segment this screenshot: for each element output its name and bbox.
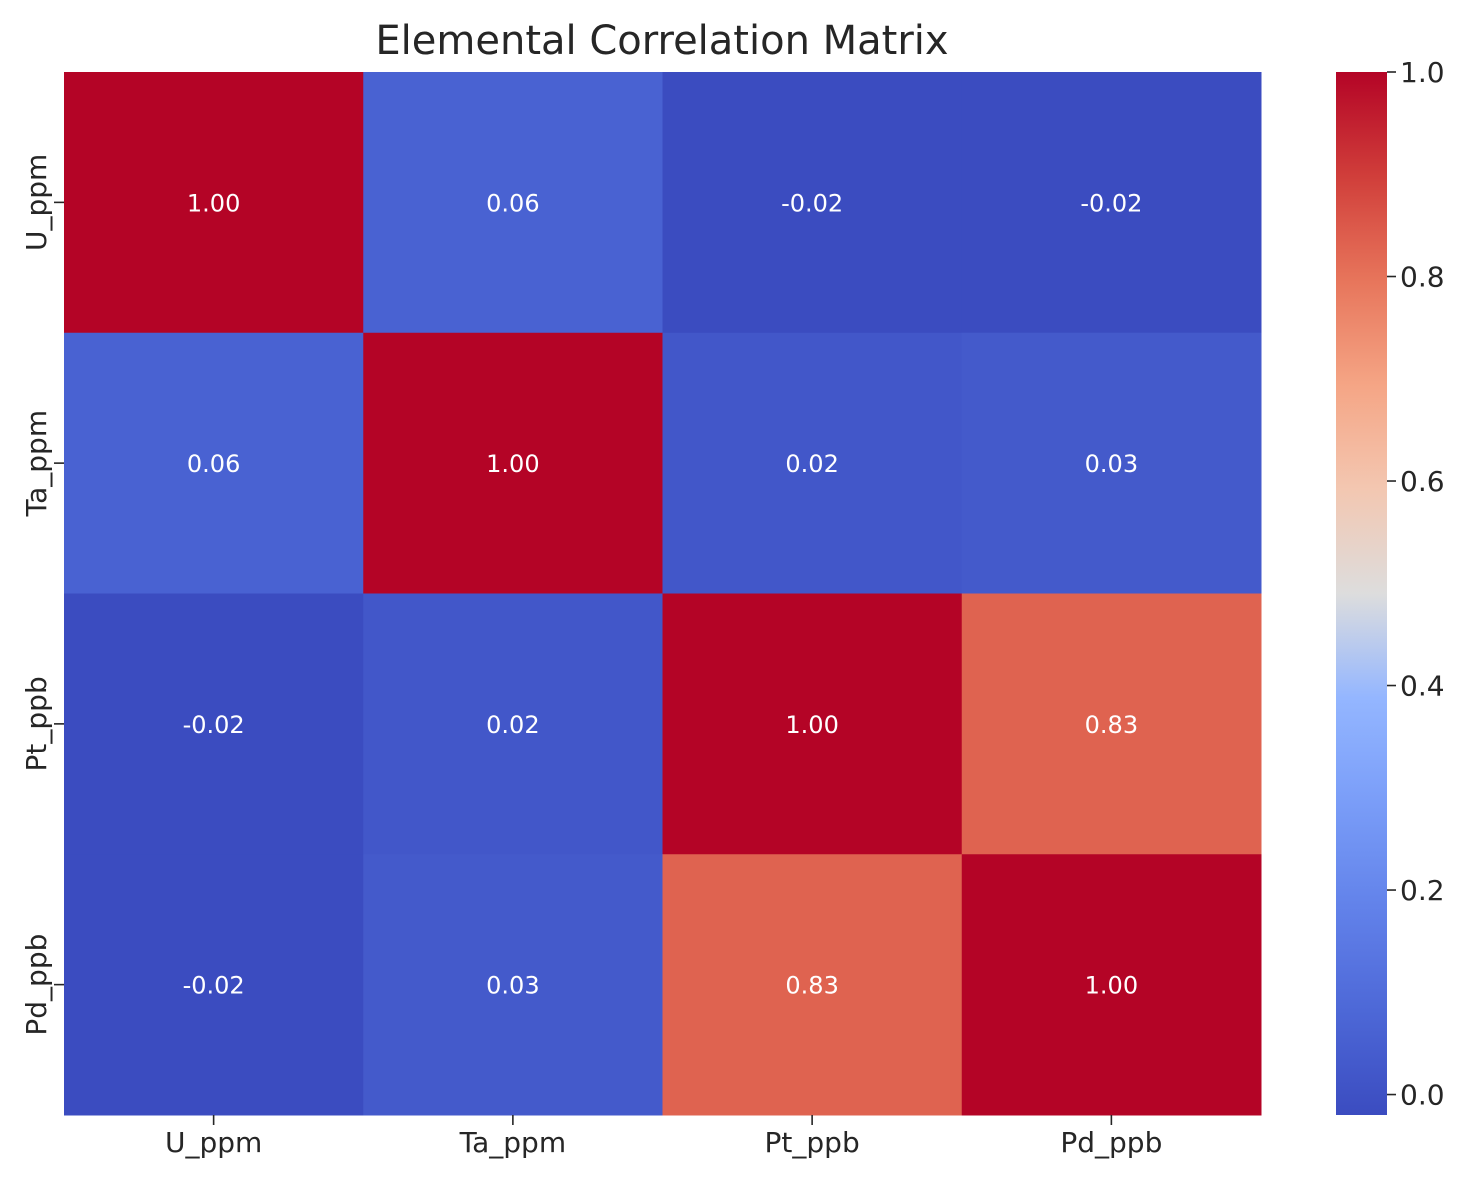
cell-label-1-2: 0.02	[785, 450, 838, 478]
colorbar-tick-label-4: 0.8	[1400, 261, 1445, 294]
colorbar: 0.0 0.2 0.4 0.6 0.8 1.0	[1336, 56, 1445, 1115]
chart-title: Elemental Correlation Matrix	[375, 18, 948, 64]
heatmap-cell-2-2	[662, 593, 963, 855]
cell-label-0-1: 0.06	[486, 189, 539, 217]
heatmap-cell-1-3	[961, 332, 1262, 594]
x-tick-label-1: Ta_ppm	[459, 1126, 566, 1159]
cell-label-3-2: 0.83	[785, 972, 838, 1000]
cell-label-0-3: -0.02	[1080, 189, 1142, 217]
heatmap-cell-0-2	[662, 72, 963, 334]
heatmap-cell-2-1	[363, 593, 663, 855]
heatmap-cell-1-2	[662, 332, 963, 594]
y-tick-label-1: Ta_ppm	[20, 410, 53, 517]
colorbar-tick-label-3: 0.6	[1400, 465, 1445, 498]
heatmap-cell-1-1	[363, 332, 663, 594]
heatmap-cell-2-0	[64, 593, 364, 855]
heatmap-cell-2-3	[961, 593, 1262, 855]
heatmap-cell-1-0	[64, 332, 364, 594]
heatmap-cell-3-0	[64, 854, 364, 1116]
x-tick-label-2: Pt_ppb	[765, 1126, 860, 1159]
x-tick-label-3: Pd_ppb	[1060, 1126, 1162, 1159]
y-axis: U_ppm Ta_ppm Pt_ppb Pd_ppb	[20, 154, 64, 1036]
colorbar-tick-label-2: 0.4	[1400, 670, 1445, 703]
colorbar-gradient	[1336, 72, 1387, 1115]
y-tick-label-3: Pd_ppb	[20, 934, 53, 1036]
y-tick-label-0: U_ppm	[20, 154, 53, 251]
x-axis: U_ppm Ta_ppm Pt_ppb Pd_ppb	[165, 1115, 1162, 1159]
colorbar-tick-label-5: 1.0	[1400, 56, 1445, 89]
y-tick-label-2: Pt_ppb	[20, 676, 53, 771]
cell-label-2-3: 0.83	[1085, 711, 1138, 739]
colorbar-tick-label-1: 0.2	[1400, 874, 1445, 907]
heatmap-cells	[64, 72, 1262, 1116]
heatmap-cell-3-3	[961, 854, 1262, 1116]
cell-label-2-2: 1.00	[785, 711, 838, 739]
x-tick-label-0: U_ppm	[165, 1126, 262, 1159]
heatmap-cell-3-2	[662, 854, 963, 1116]
cell-label-0-2: -0.02	[781, 189, 843, 217]
heatmap-cell-0-3	[961, 72, 1262, 334]
heatmap-cell-labels: 1.00 0.06 -0.02 -0.02 0.06 1.00 0.02 0.03 -0.02 0…	[183, 189, 1143, 999]
cell-label-2-0: -0.02	[183, 711, 245, 739]
heatmap-cell-0-0	[64, 72, 364, 334]
cell-label-3-3: 1.00	[1085, 972, 1138, 1000]
cell-label-3-1: 0.03	[486, 972, 539, 1000]
cell-label-0-0: 1.00	[187, 189, 240, 217]
cell-label-2-1: 0.02	[486, 711, 539, 739]
cell-label-1-0: 0.06	[187, 450, 240, 478]
cell-label-3-0: -0.02	[183, 972, 245, 1000]
cell-label-1-3: 0.03	[1085, 450, 1138, 478]
heatmap-cell-0-1	[363, 72, 663, 334]
colorbar-tick-label-0: 0.0	[1400, 1079, 1445, 1112]
cell-label-1-1: 1.00	[486, 450, 539, 478]
heatmap-cell-3-1	[363, 854, 663, 1116]
